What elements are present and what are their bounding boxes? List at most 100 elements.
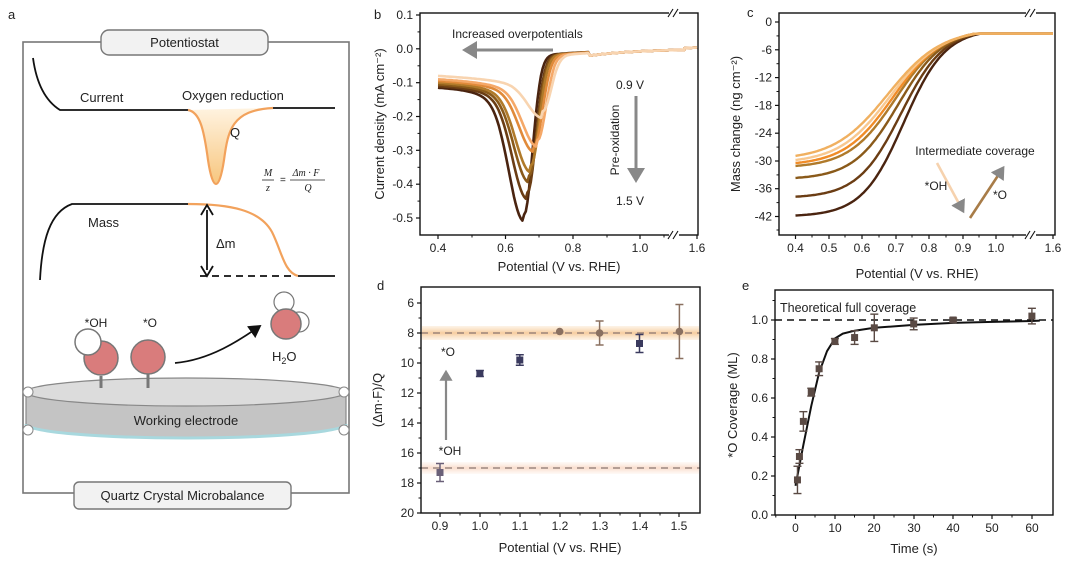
eq-lhs-numerator: M	[263, 168, 273, 179]
data-point	[555, 327, 564, 336]
x-tick-label: 1.0	[988, 241, 1005, 255]
panel-label-b: b	[374, 7, 381, 22]
annotation-o: *O	[441, 345, 455, 359]
y-tick-label: -30	[755, 154, 773, 168]
x-tick-label: 50	[985, 521, 999, 535]
plot-frame	[778, 12, 1056, 236]
potentiostat-label: Potentiostat	[150, 35, 219, 50]
x-tick-label: 0.7	[888, 241, 905, 255]
oxygen-reduction-label: Oxygen reduction	[182, 88, 284, 103]
axis-break-mark	[1024, 8, 1031, 18]
data-point	[815, 365, 823, 373]
data-point	[476, 370, 484, 377]
data-point	[436, 469, 444, 476]
cv-curve-0.9V	[437, 46, 698, 120]
data-point	[795, 453, 803, 460]
axis-break-mark	[667, 230, 674, 240]
mass-trace	[39, 203, 188, 281]
x-tick-label: 20	[867, 521, 881, 535]
annotation-overpotential: Increased overpotentials	[452, 27, 583, 41]
annotation-oh: *OH	[439, 444, 462, 458]
x-tick-label: 10	[828, 521, 842, 535]
y-tick-label: 20	[401, 506, 415, 520]
eq-lhs-denominator: z	[265, 183, 270, 194]
delta-m-label: Δm	[216, 236, 236, 251]
y-tick-label: -42	[755, 210, 773, 224]
x-tick-label: 0.4	[430, 241, 447, 255]
x-axis-label: Potential (V vs. RHE)	[499, 540, 622, 555]
data-point	[636, 340, 643, 347]
cv-curve-1.2V	[437, 46, 698, 173]
fit-curve	[794, 319, 1040, 486]
y-tick-label: -0.2	[392, 110, 413, 124]
panel-label-e: e	[742, 278, 749, 293]
panel-b-chart: b 0.4 0.6 0.8 1.0 1.6 0.1 0.0 -0.1 -0.2 -0.3 -0.4 -…	[372, 7, 706, 274]
mass-label: Mass	[88, 215, 120, 230]
y-tick-label: 0.2	[751, 469, 768, 483]
panel-d-chart: d 0.9 1.0 1.1 1.2 1.3 1.4 1.5 6 8 10 12 14 16 18 20 Pot…	[370, 278, 701, 555]
axis-break-gap	[669, 232, 679, 238]
panel-label-c: c	[747, 5, 754, 20]
y-tick-label: -0.4	[392, 177, 413, 191]
panel-a: a Potentiostat Current Oxygen reduction …	[8, 7, 350, 510]
data-point	[910, 320, 918, 328]
annotation-intermediate-coverage: Intermediate coverage	[915, 144, 1035, 158]
panel-label-d: d	[377, 278, 384, 293]
axis-break-gap	[1026, 10, 1036, 16]
oxygen-reduction-peak	[187, 106, 274, 186]
y-tick-label: 0.6	[751, 391, 768, 405]
axis-break-mark	[672, 230, 679, 240]
y-tick-label: 6	[407, 296, 414, 310]
data-point	[851, 334, 859, 342]
y-tick-label: 12	[401, 386, 415, 400]
y-tick-label: -0.1	[392, 76, 413, 90]
x-tick-label: 0.9	[955, 241, 972, 255]
current-label: Current	[80, 90, 124, 105]
o-arrow	[968, 165, 1005, 219]
y-tick-label: -0.3	[392, 143, 413, 157]
x-tick-label: 0.6	[497, 241, 514, 255]
data-point	[949, 316, 957, 324]
cv-curve-1.3V	[437, 46, 698, 184]
annotation-oh: *OH	[925, 179, 948, 193]
axis-break-mark	[1029, 230, 1036, 240]
delta-m-arrow-top	[200, 203, 214, 216]
x-tick-label: 0.9	[432, 519, 449, 533]
annotation-full-coverage: Theoretical full coverage	[780, 301, 916, 315]
working-electrode: Working electrode	[22, 377, 350, 440]
qcm-box	[73, 481, 292, 510]
y-tick-label: 0.4	[751, 430, 768, 444]
reaction-arrow	[174, 324, 262, 364]
y-tick-label: -36	[755, 182, 773, 196]
eq-equals: =	[280, 175, 286, 186]
x-tick-label: 1.2	[552, 519, 569, 533]
oh-hydrogen-atom	[74, 328, 102, 356]
y-tick-label: -18	[755, 98, 773, 112]
panel-label-a: a	[8, 7, 16, 22]
data-point	[675, 327, 684, 336]
x-tick-label: 0.6	[854, 241, 871, 255]
delta-m-arrow-bottom	[200, 265, 214, 278]
annotation-1.5V: 1.5 V	[616, 194, 644, 208]
data-point	[1028, 312, 1036, 320]
data-point	[516, 356, 524, 364]
axis-break-mark	[672, 8, 679, 18]
axis-break-gap	[669, 10, 679, 16]
x-tick-label: 40	[946, 521, 960, 535]
mass-charge-equation: M z = Δm · F Q	[262, 168, 325, 194]
data-point	[793, 476, 801, 484]
x-tick-label: 60	[1025, 521, 1039, 535]
annotation-0.9V: 0.9 V	[616, 78, 644, 92]
mass-curve-0.9V	[795, 32, 1053, 158]
plot-frame	[419, 12, 699, 236]
y-tick-label: -0.5	[392, 211, 413, 225]
o-oxygen-atom	[130, 339, 166, 375]
data-point	[799, 417, 807, 425]
y-tick-label: 0.8	[751, 352, 768, 366]
y-tick-label: 10	[401, 356, 415, 370]
x-tick-label: 1.1	[512, 519, 529, 533]
y-axis-label: Mass change (ng cm⁻²)	[728, 56, 743, 192]
mass-curve-1.0V	[795, 32, 1053, 162]
qcm-label: Quartz Crystal Microbalance	[101, 488, 265, 503]
